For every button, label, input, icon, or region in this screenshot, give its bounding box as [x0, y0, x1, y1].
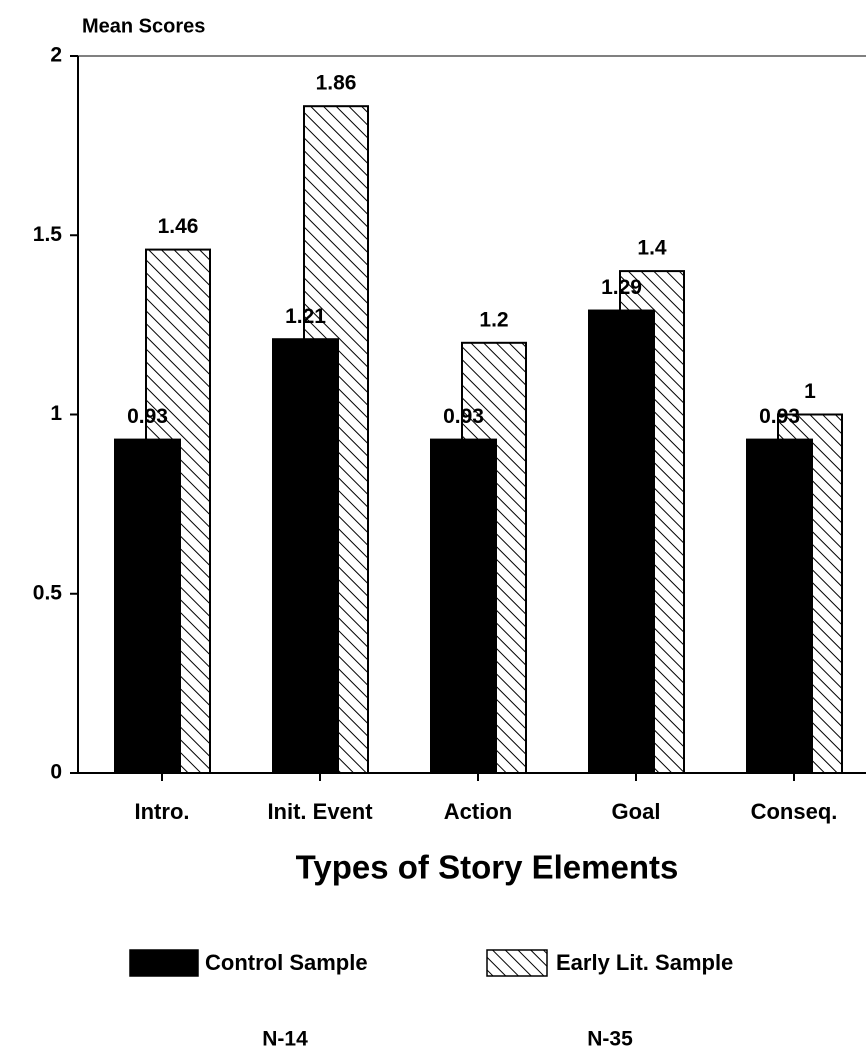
data-label: 1.21 — [285, 305, 326, 328]
data-label: 1.46 — [158, 215, 199, 238]
data-label: 0.93 — [127, 405, 168, 428]
y-tick-label: 1.5 — [33, 223, 63, 246]
data-label: 0.93 — [759, 405, 800, 428]
annotation: N-14 — [262, 1028, 308, 1051]
bar — [588, 309, 655, 774]
x-tick-label: Intro. — [135, 799, 190, 824]
legend-label: Control Sample — [205, 950, 368, 975]
x-tick-label: Action — [444, 799, 512, 824]
annotation: N-35 — [587, 1028, 633, 1051]
data-label: 0.93 — [443, 405, 484, 428]
legend-swatch — [129, 949, 199, 977]
data-label: 1.4 — [637, 237, 667, 260]
bar — [430, 438, 497, 774]
data-label: 1 — [804, 380, 816, 403]
x-tick-label: Init. Event — [267, 799, 373, 824]
data-label: 1.2 — [479, 308, 508, 331]
bar — [114, 438, 181, 774]
y-tick-label: 0.5 — [33, 581, 63, 604]
legend-swatch — [486, 949, 548, 977]
data-label: 1.86 — [316, 72, 357, 95]
x-tick-label: Conseq. — [751, 799, 838, 824]
y-tick-label: 1 — [50, 402, 62, 425]
y-tick-label: 0 — [50, 761, 62, 784]
bar — [272, 338, 339, 774]
data-label: 1.29 — [601, 276, 642, 299]
y-tick-label: 2 — [50, 44, 62, 67]
y-axis-title: Mean Scores — [82, 15, 205, 37]
bar — [746, 438, 813, 774]
legend-label: Early Lit. Sample — [556, 950, 733, 975]
x-axis-title: Types of Story Elements — [296, 849, 679, 886]
x-tick-label: Goal — [612, 799, 661, 824]
